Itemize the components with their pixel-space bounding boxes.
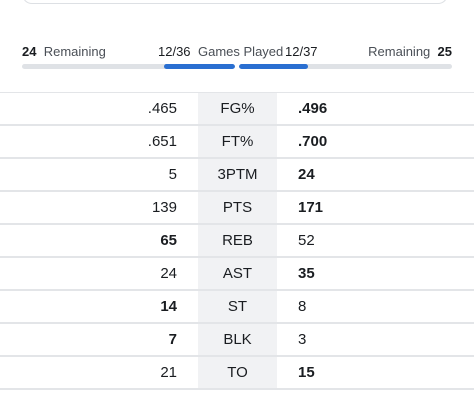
- left-stat-value: 65: [160, 232, 177, 249]
- left-stat-value: 14: [160, 298, 177, 315]
- stat-row-fg: .465 FG% .496: [0, 93, 474, 126]
- right-stat-value: 35: [298, 265, 315, 282]
- left-remaining: 24 Remaining: [22, 43, 106, 61]
- right-remaining-value: 25: [437, 44, 452, 59]
- stat-category-label: ST: [198, 291, 277, 322]
- left-stat-value: .651: [147, 133, 177, 150]
- right-games-progress-bar: [239, 64, 452, 69]
- left-stat-value: 7: [168, 331, 177, 348]
- right-games-progress-fill: [239, 64, 308, 69]
- right-remaining-label: Remaining: [368, 44, 431, 59]
- right-remaining: Remaining 25: [368, 43, 452, 61]
- stat-row-pts: 139 PTS 171: [0, 192, 474, 225]
- matchup-card-bottom-edge: [22, 0, 448, 4]
- stat-row-ft: .651 FT% .700: [0, 126, 474, 159]
- left-stat-value: 5: [168, 166, 177, 183]
- right-stat-value: .700: [298, 133, 328, 150]
- stat-row-blk: 7 BLK 3: [0, 324, 474, 357]
- right-stat-value: 24: [298, 166, 315, 183]
- left-games-progress-fill: [164, 64, 235, 69]
- left-stat-value: 24: [160, 265, 177, 282]
- right-stat-value: 8: [298, 298, 307, 315]
- stat-category-label: REB: [198, 225, 277, 256]
- right-stat-value: 15: [298, 364, 315, 381]
- stat-category-label: FG%: [198, 93, 277, 124]
- right-stat-value: 3: [298, 331, 307, 348]
- right-games-played: 12/37: [285, 44, 318, 59]
- stat-row-3ptm: 5 3PTM 24: [0, 159, 474, 192]
- stat-row-st: 14 ST 8: [0, 291, 474, 324]
- right-stat-value: 171: [298, 199, 324, 216]
- stat-category-label: BLK: [198, 324, 277, 355]
- right-stat-value: 52: [298, 232, 315, 249]
- stat-category-label: 3PTM: [198, 159, 277, 190]
- right-stat-value: .496: [298, 100, 328, 117]
- left-remaining-label: Remaining: [43, 44, 106, 59]
- stat-category-label: TO: [198, 357, 277, 388]
- stat-category-label: FT%: [198, 126, 277, 157]
- stat-row-reb: 65 REB 52: [0, 225, 474, 258]
- left-remaining-value: 24: [22, 44, 37, 59]
- left-stat-value: 139: [151, 199, 177, 216]
- left-stat-value: .465: [147, 100, 177, 117]
- games-played-header: 24 Remaining 12/36 Games Played 12/37 Re…: [0, 43, 474, 61]
- left-stat-value: 21: [160, 364, 177, 381]
- games-played-title: Games Played: [198, 44, 284, 59]
- stat-row-to: 21 TO 15: [0, 357, 474, 390]
- stat-category-label: PTS: [198, 192, 277, 223]
- left-games-progress-bar: [22, 64, 235, 69]
- stat-row-ast: 24 AST 35: [0, 258, 474, 291]
- stats-comparison-table: .465 FG% .496 .651 FT% .700 5 3PTM 24 139 PTS 171 65…: [0, 92, 474, 390]
- stat-category-label: AST: [198, 258, 277, 289]
- left-games-played: 12/36: [158, 44, 191, 59]
